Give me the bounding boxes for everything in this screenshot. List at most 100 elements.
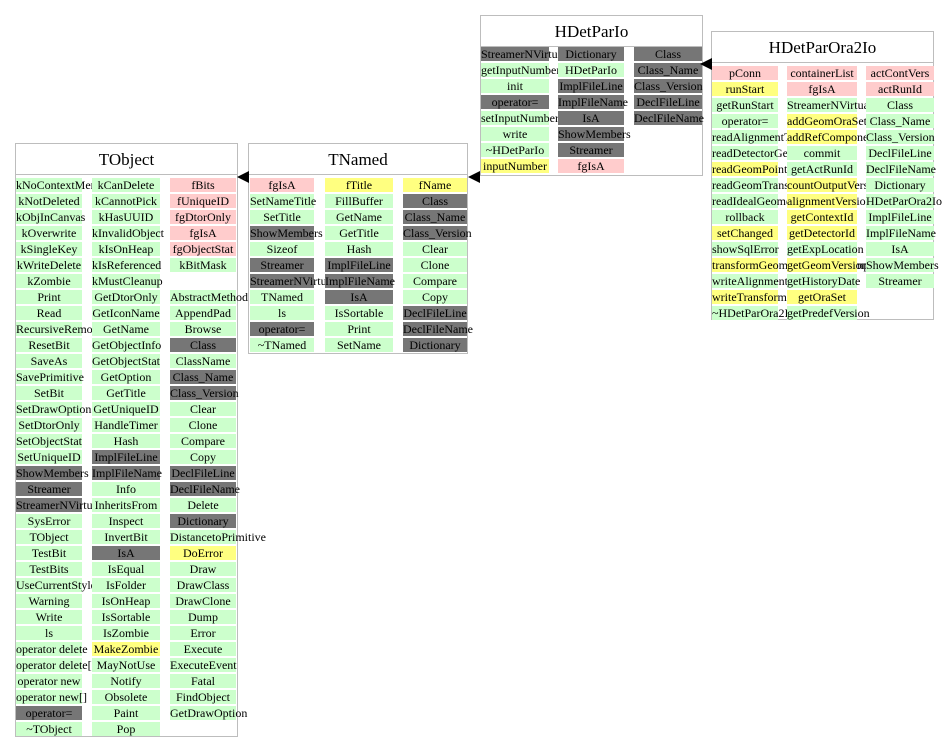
member-cell: getGeomVersion <box>787 258 868 272</box>
member-cell: ImplFileName <box>866 226 936 240</box>
member-cell: StreamerNVirtual <box>481 47 567 61</box>
member-cell: getInputNumber <box>481 63 561 77</box>
member-cell: ImplFileLine <box>558 79 624 93</box>
member-cell: DeclFileName <box>866 162 936 176</box>
inheritance-arrow-hdetpario-to-tnamed <box>468 171 480 183</box>
member-cell: fBits <box>170 178 236 192</box>
member-cell: kHasUUID <box>92 210 160 224</box>
member-cell: GetOption <box>92 370 160 384</box>
member-cell: actContVers <box>866 66 934 80</box>
member-cell: ~HDetParIo <box>481 143 549 157</box>
member-cell: showSqlError <box>712 242 779 256</box>
member-cell: FindObject <box>170 690 236 704</box>
member-cell: countOutputVersion <box>787 178 884 192</box>
member-cell: kIsOnHeap <box>92 242 160 256</box>
member-cell: Read <box>16 306 82 320</box>
member-cell: addRefComponents <box>787 130 883 144</box>
member-cell: IsA <box>866 242 934 256</box>
member-cell: SetName <box>325 338 393 352</box>
member-cell: operator= <box>250 322 314 336</box>
member-cell: commit <box>787 146 857 160</box>
inheritance-arrow-tnamed-to-tobject <box>237 171 249 183</box>
member-cell: DeclFileLine <box>170 466 236 480</box>
member-cell: operator delete[] <box>16 658 96 672</box>
member-cell: kCanDelete <box>92 178 160 192</box>
member-cell: Dictionary <box>558 47 624 61</box>
member-cell: DrawClone <box>170 594 236 608</box>
member-cell: getPredefVersion <box>787 306 870 320</box>
member-cell: ImplFileLine <box>92 450 160 464</box>
member-cell: ExecuteEvent <box>170 658 237 672</box>
member-cell: Class_Name <box>403 210 467 224</box>
member-cell: rollback <box>712 210 778 224</box>
member-cell: Warning <box>16 594 82 608</box>
member-cell: Dictionary <box>170 514 236 528</box>
member-cell: Obsolete <box>92 690 160 704</box>
member-cell: ~HDetParOra2Io <box>712 306 795 320</box>
class-title-hdetparora2io: HDetParOra2Io <box>711 31 934 63</box>
member-cell <box>170 274 236 288</box>
member-cell: Class <box>634 47 702 61</box>
member-cell: runStart <box>712 82 778 96</box>
member-cell: TNamed <box>250 290 314 304</box>
member-cell: Info <box>92 482 160 496</box>
member-cell: DeclFileName <box>170 482 240 496</box>
member-cell: kZombie <box>16 274 82 288</box>
member-cell: TObject <box>16 530 82 544</box>
member-cell: SetNameTitle <box>250 194 317 208</box>
member-cell: fgDtorOnly <box>170 210 236 224</box>
member-cell: Streamer <box>16 482 82 496</box>
member-cell: Clear <box>403 242 467 256</box>
member-cell: AppendPad <box>170 306 236 320</box>
member-cell: DistancetoPrimitive <box>170 530 266 544</box>
member-cell: IsSortable <box>325 306 393 320</box>
member-cell: fgIsA <box>787 82 857 96</box>
member-cell: ShowMembers <box>866 258 939 272</box>
member-cell: Sizeof <box>250 242 314 256</box>
class-title-tobject: TObject <box>15 143 238 175</box>
member-cell: SetDtorOnly <box>16 418 82 432</box>
member-cell: kWriteDelete <box>16 258 82 272</box>
member-cell: Browse <box>170 322 236 336</box>
member-cell: HDetParIo <box>558 63 624 77</box>
member-cell: GetObjectInfo <box>92 338 162 352</box>
member-cell: operator= <box>712 114 778 128</box>
member-cell: kIsReferenced <box>92 258 162 272</box>
member-cell: Hash <box>92 434 160 448</box>
member-cell: getOraSet <box>787 290 857 304</box>
member-cell: GetUniqueID <box>92 402 160 416</box>
member-cell: readIdealGeometry <box>712 194 805 208</box>
member-cell: actRunId <box>866 82 934 96</box>
member-cell: Compare <box>403 274 467 288</box>
member-cell: IsFolder <box>92 578 160 592</box>
member-cell: kMustCleanup <box>92 274 163 288</box>
member-cell: SysError <box>16 514 82 528</box>
member-cell: Class_Version <box>403 226 472 240</box>
member-cell: DeclFileName <box>403 322 473 336</box>
member-cell: kNoContextMenu <box>16 178 103 192</box>
member-cell: IsSortable <box>92 610 160 624</box>
member-cell: IsA <box>92 546 160 560</box>
member-cell: getRunStart <box>712 98 778 112</box>
member-cell: Paint <box>92 706 160 720</box>
member-cell: kOverwrite <box>16 226 82 240</box>
member-cell: Write <box>16 610 82 624</box>
member-cell: Clone <box>403 258 467 272</box>
member-cell: ShowMembers <box>558 127 631 141</box>
member-cell: ImplFileName <box>92 466 162 480</box>
member-cell: Streamer <box>866 274 934 288</box>
member-cell: writeAlignment <box>712 274 788 288</box>
class-title-tnamed: TNamed <box>248 143 468 175</box>
member-cell: GetName <box>325 210 393 224</box>
member-cell: Dictionary <box>403 338 467 352</box>
member-cell: TestBit <box>16 546 82 560</box>
member-cell: IsA <box>558 111 624 125</box>
member-cell: IsZombie <box>92 626 160 640</box>
member-cell: GetTitle <box>325 226 393 240</box>
member-cell: fgIsA <box>250 178 314 192</box>
member-cell: Class_Name <box>170 370 236 384</box>
member-cell: HDetParOra2Io <box>866 194 942 208</box>
member-cell: Class_Version <box>634 79 703 93</box>
member-cell: Clone <box>170 418 236 432</box>
